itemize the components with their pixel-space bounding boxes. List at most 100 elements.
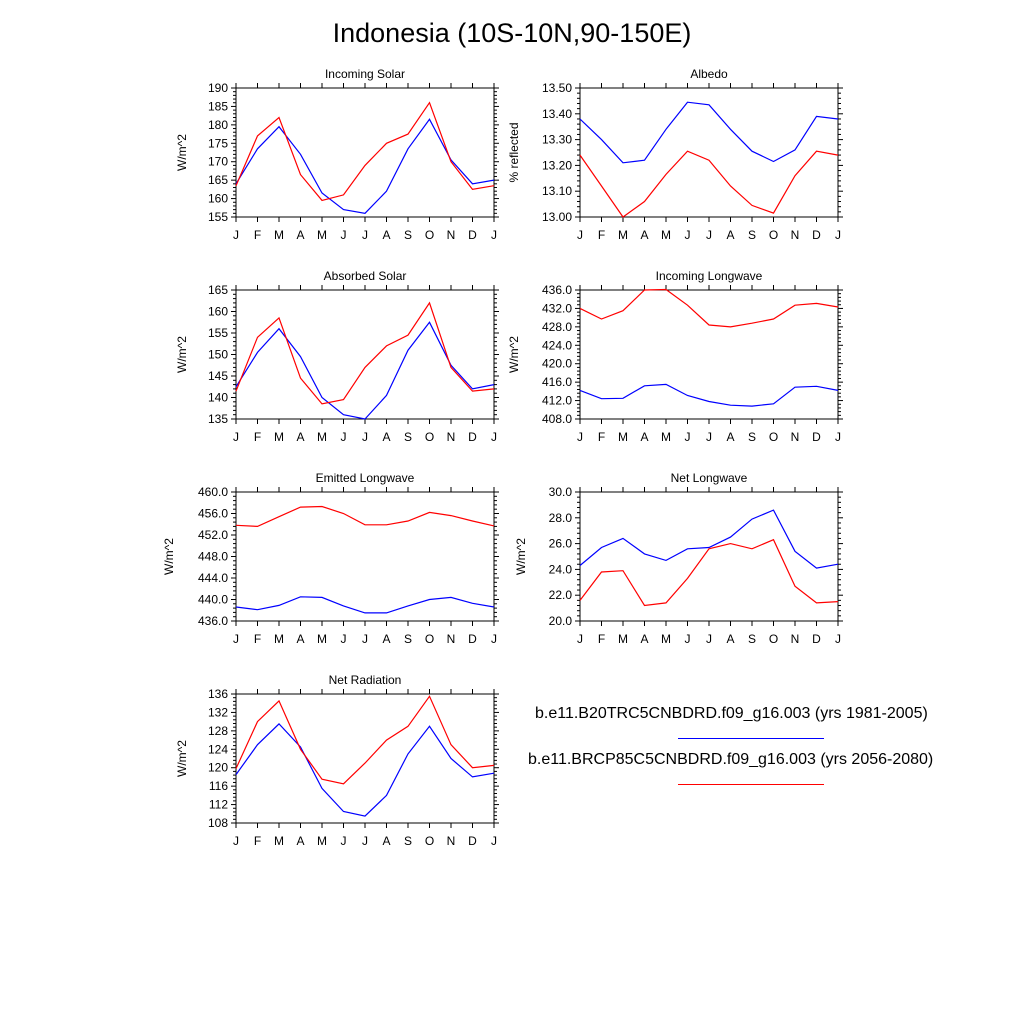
series-line-historical [235, 321, 495, 420]
chart-title: Incoming Longwave [656, 269, 763, 283]
y-tick-label: 444.0 [198, 571, 228, 585]
x-tick-label: M [274, 430, 284, 444]
series-line-future [235, 505, 495, 528]
x-tick-label: M [274, 632, 284, 646]
legend-label-future: b.e11.BRCP85C5CNBDRD.f09_g16.003 (yrs 20… [528, 751, 934, 768]
x-tick-label: J [233, 228, 239, 242]
x-tick-label: F [254, 834, 261, 848]
x-tick-label: O [425, 430, 434, 444]
x-tick-label: J [835, 228, 841, 242]
y-tick-label: 416.0 [542, 375, 572, 389]
y-tick-label: 140 [208, 391, 228, 405]
plot-frame [579, 491, 839, 622]
y-tick-label: 155 [208, 326, 228, 340]
x-tick-label: S [748, 430, 756, 444]
x-tick-label: O [425, 834, 434, 848]
x-tick-label: J [362, 228, 368, 242]
x-tick-label: A [382, 228, 390, 242]
chart-title: Incoming Solar [325, 67, 405, 81]
y-tick-label: 136 [208, 687, 228, 701]
y-tick-label: 424.0 [542, 338, 572, 352]
x-tick-label: S [748, 632, 756, 646]
series-line-historical [579, 509, 839, 569]
y-tick-label: 13.00 [542, 210, 572, 224]
x-tick-label: A [382, 430, 390, 444]
x-tick-label: D [468, 228, 477, 242]
x-tick-label: S [404, 834, 412, 848]
x-tick-label: N [447, 228, 456, 242]
x-tick-label: N [791, 228, 800, 242]
y-tick-label: 165 [208, 173, 228, 187]
x-tick-label: A [296, 632, 304, 646]
y-axis-label: % reflected [507, 122, 521, 182]
y-tick-label: 20.0 [549, 614, 573, 628]
x-tick-label: M [661, 632, 671, 646]
x-tick-label: A [726, 632, 734, 646]
x-tick-label: J [835, 430, 841, 444]
x-tick-label: J [362, 430, 368, 444]
x-tick-label: J [577, 228, 583, 242]
x-tick-label: D [812, 430, 821, 444]
x-tick-label: M [317, 632, 327, 646]
chart-title: Net Radiation [329, 673, 402, 687]
y-tick-label: 165 [208, 283, 228, 297]
x-tick-label: A [726, 228, 734, 242]
x-tick-label: J [233, 834, 239, 848]
x-tick-label: D [468, 834, 477, 848]
x-tick-label: N [447, 834, 456, 848]
x-tick-label: M [618, 632, 628, 646]
y-tick-label: 132 [208, 705, 228, 719]
x-tick-label: D [812, 632, 821, 646]
x-tick-label: M [618, 228, 628, 242]
y-tick-label: 432.0 [542, 301, 572, 315]
y-tick-label: 420.0 [542, 357, 572, 371]
x-tick-label: J [835, 632, 841, 646]
y-tick-label: 456.0 [198, 507, 228, 521]
y-axis-label: W/m^2 [507, 336, 521, 373]
y-tick-label: 13.50 [542, 81, 572, 95]
chart-title: Absorbed Solar [324, 269, 407, 283]
y-tick-label: 26.0 [549, 537, 573, 551]
legend-line-future [678, 784, 824, 785]
y-tick-label: 160 [208, 305, 228, 319]
x-tick-label: J [233, 430, 239, 444]
x-tick-label: A [382, 632, 390, 646]
x-tick-label: J [706, 430, 712, 444]
series-line-future [235, 101, 495, 202]
chart-7: Net Radiation W/m^2 108 112 116 120 124 128 132 1… [175, 673, 499, 848]
x-tick-label: J [706, 228, 712, 242]
plot-frame [235, 491, 495, 622]
y-tick-label: 428.0 [542, 320, 572, 334]
y-tick-label: 460.0 [198, 485, 228, 499]
y-tick-label: 412.0 [542, 394, 572, 408]
x-tick-label: A [296, 834, 304, 848]
y-tick-label: 448.0 [198, 550, 228, 564]
y-tick-label: 150 [208, 348, 228, 362]
y-tick-label: 135 [208, 412, 228, 426]
y-axis-label: W/m^2 [514, 538, 528, 575]
y-tick-label: 452.0 [198, 528, 228, 542]
series-line-historical [235, 118, 495, 214]
y-tick-label: 120 [208, 761, 228, 775]
x-tick-label: N [791, 430, 800, 444]
x-tick-label: A [382, 834, 390, 848]
y-axis-label: W/m^2 [175, 740, 189, 777]
chart-6: Net Longwave W/m^2 20.0 22.0 24.0 26.0 28.0 30.… [514, 471, 843, 646]
y-axis-label: W/m^2 [162, 538, 176, 575]
y-tick-label: 30.0 [549, 485, 573, 499]
x-tick-label: F [598, 430, 605, 444]
series-line-historical [579, 383, 839, 407]
y-axis-label: W/m^2 [175, 336, 189, 373]
x-tick-label: O [425, 228, 434, 242]
y-tick-label: 13.20 [542, 158, 572, 172]
y-tick-label: 13.30 [542, 133, 572, 147]
x-tick-label: A [640, 632, 648, 646]
x-tick-label: D [468, 430, 477, 444]
x-tick-label: J [341, 632, 347, 646]
x-tick-label: M [317, 834, 327, 848]
y-tick-label: 190 [208, 81, 228, 95]
y-tick-label: 116 [209, 779, 228, 793]
series-line-future [579, 538, 839, 607]
x-tick-label: J [341, 430, 347, 444]
